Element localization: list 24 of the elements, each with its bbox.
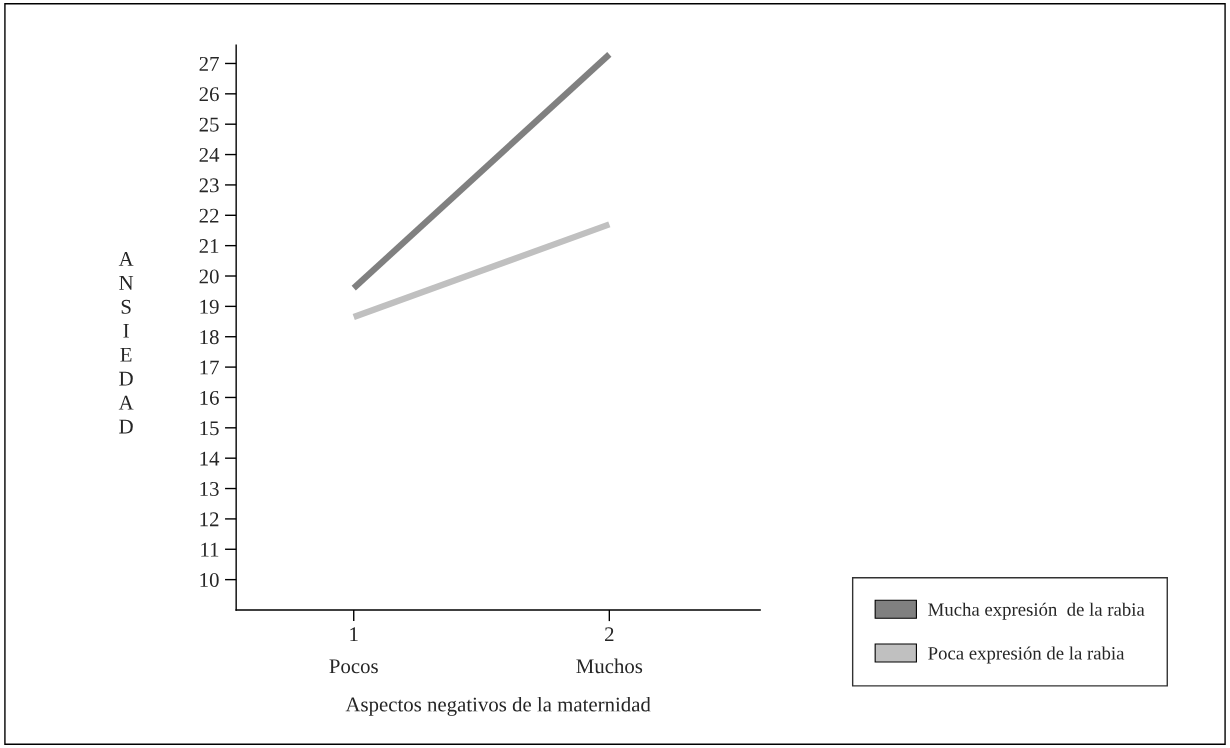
y-tick-label: 10 [200, 573, 219, 588]
y-tick-label: 17 [200, 360, 219, 375]
y-tick-label: 24 [199, 147, 220, 162]
y-axis-title: ANSIEDAD [118, 251, 134, 434]
y-tick-label: 27 [199, 56, 219, 71]
y-tick-label: 12 [200, 512, 219, 527]
legend-label: Mucha expresión de la rabia [928, 602, 1145, 620]
y-tick-label: 25 [199, 117, 219, 132]
y-tick-label: 18 [200, 330, 219, 345]
y-tick-label: 20 [199, 269, 219, 284]
y-tick-label: 11 [201, 542, 219, 557]
y-tick-label: 13 [200, 481, 219, 496]
x-tick-label: 2 Muchos [576, 627, 643, 674]
legend-label: Poca expresión de la rabia [928, 646, 1125, 664]
y-tick-label: 15 [200, 421, 219, 436]
y-tick-label: 23 [199, 178, 219, 193]
y-tick-label: 19 [200, 299, 219, 314]
y-tick-label: 21 [199, 239, 219, 253]
x-axis-title: Aspectos negativos de la maternidad [345, 696, 651, 716]
y-tick-label: 26 [199, 87, 219, 102]
x-tick-label: 1 Pocos [329, 627, 378, 674]
y-tick-label: 16 [200, 390, 219, 405]
y-tick-label: 14 [200, 451, 220, 466]
y-tick-label: 22 [199, 208, 219, 223]
